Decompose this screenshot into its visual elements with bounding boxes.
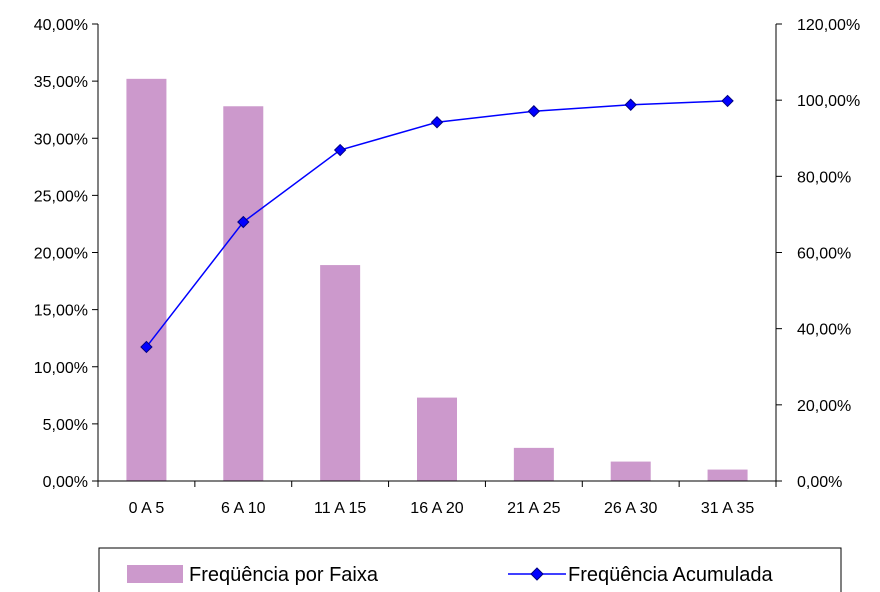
bar-2 [320, 265, 361, 481]
bar-5 [610, 461, 651, 481]
legend-label-line: Freqüência Acumulada [568, 564, 773, 586]
left-tick-label-1: 5,00% [43, 417, 88, 434]
line-point-2 [333, 143, 347, 157]
right-tick-label-1: 20,00% [797, 398, 851, 415]
x-tick-label-4: 21 A 25 [507, 500, 560, 517]
x-tick-label-6: 31 A 35 [701, 500, 754, 517]
line-point-6 [721, 94, 734, 108]
line-point-5 [624, 98, 637, 111]
left-tick-label-6: 30,00% [34, 131, 88, 148]
x-tick-label-5: 26 A 30 [604, 500, 657, 517]
left-tick-label-5: 25,00% [34, 188, 88, 205]
bar-4 [513, 447, 554, 481]
bar-6 [707, 469, 748, 481]
line-point-0 [140, 340, 153, 354]
legend-label-bars: Freqüência por Faixa [189, 564, 379, 586]
legend: Freqüência por Faixa Freqüência Acumulad… [98, 547, 842, 592]
legend-diamond-marker [530, 567, 544, 581]
left-tick-label-4: 20,00% [34, 246, 88, 263]
plot-area: 0,00% 5,00% 10,00% 15,00% 20,00% 25,00% 30,00%… [34, 17, 860, 517]
right-tick-label-3: 60,00% [797, 246, 851, 263]
x-tick-label-3: 16 A 20 [410, 500, 463, 517]
left-tick-label-7: 35,00% [34, 74, 88, 91]
x-tick-label-0: 0 A 5 [129, 500, 165, 517]
left-tick-label-8: 40,00% [34, 17, 88, 34]
x-tick-label-2: 11 A 15 [314, 500, 366, 517]
right-tick-label-5: 100,00% [797, 93, 860, 110]
bar-0 [126, 78, 167, 481]
right-tick-label-6: 120,00% [797, 17, 860, 34]
x-tick-label-1: 6 A 10 [221, 500, 266, 517]
bar-1 [223, 106, 264, 481]
left-tick-label-3: 15,00% [34, 303, 88, 320]
left-tick-label-2: 10,00% [34, 360, 88, 377]
right-tick-label-2: 40,00% [797, 322, 851, 339]
right-tick-label-0: 0,00% [797, 474, 842, 491]
line-point-1 [237, 215, 250, 229]
bar-3 [417, 397, 457, 481]
line-point-3 [430, 116, 444, 129]
line-point-4 [527, 105, 541, 118]
legend-bar-swatch [127, 565, 183, 583]
left-tick-label-0: 0,00% [43, 474, 88, 491]
legend-box [98, 547, 842, 592]
right-tick-label-4: 80,00% [797, 169, 851, 186]
